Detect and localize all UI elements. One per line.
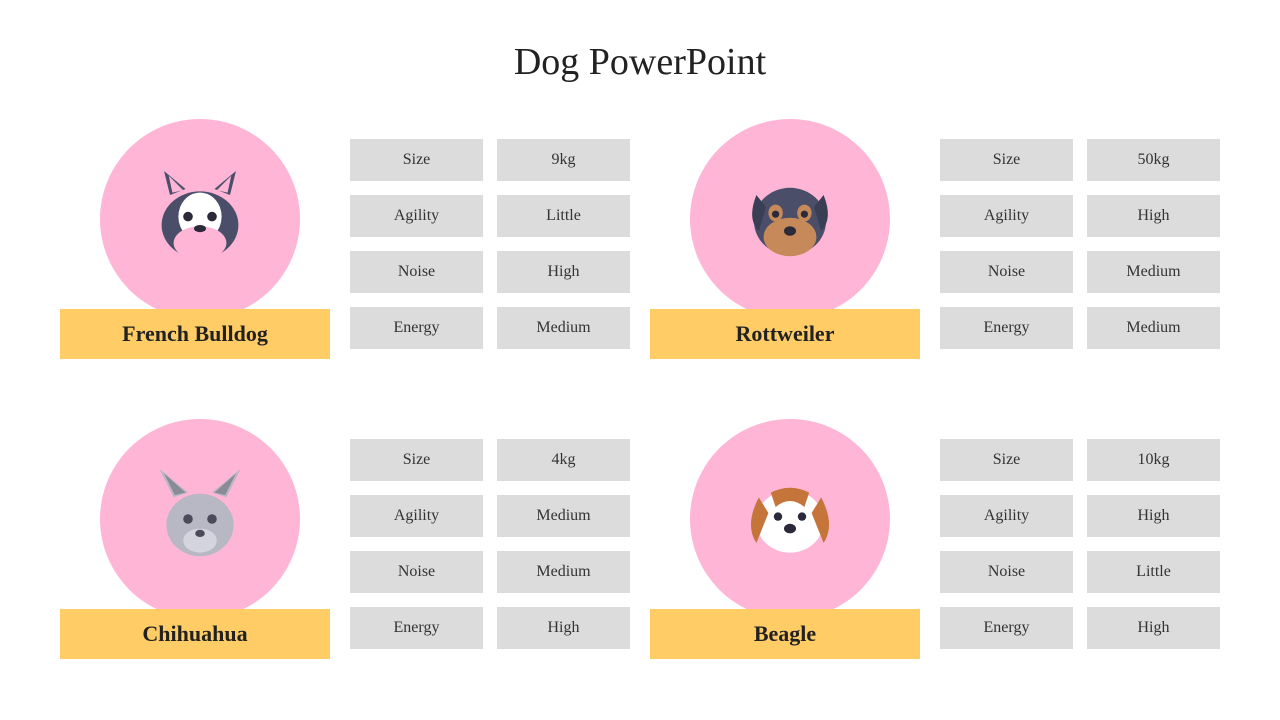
stat-row-agility: Agility Medium: [350, 495, 630, 537]
stat-value: Little: [497, 195, 630, 237]
stat-value: High: [1087, 607, 1220, 649]
stat-row-agility: Agility Little: [350, 195, 630, 237]
beagle-icon: [730, 459, 850, 579]
stat-row-size: Size 9kg: [350, 139, 630, 181]
stat-row-noise: Noise Little: [940, 551, 1220, 593]
breed-card-french-bulldog: French Bulldog Size 9kg Agility Little N…: [60, 114, 630, 374]
stat-value: High: [1087, 495, 1220, 537]
stat-label: Size: [940, 439, 1073, 481]
stat-value: High: [497, 607, 630, 649]
stat-label: Energy: [350, 607, 483, 649]
french-bulldog-icon: [140, 159, 260, 279]
stats-column: Size 50kg Agility High Noise Medium Ener…: [940, 139, 1220, 349]
stat-value: 10kg: [1087, 439, 1220, 481]
stat-row-energy: Energy Medium: [350, 307, 630, 349]
stat-row-size: Size 50kg: [940, 139, 1220, 181]
stat-label: Size: [350, 139, 483, 181]
stat-label: Energy: [350, 307, 483, 349]
stat-row-noise: Noise Medium: [350, 551, 630, 593]
breed-name-label: Beagle: [754, 621, 816, 647]
stat-label: Noise: [940, 551, 1073, 593]
breed-icon-column: French Bulldog: [60, 119, 330, 369]
breed-grid: French Bulldog Size 9kg Agility Little N…: [60, 114, 1220, 674]
stat-label: Noise: [350, 551, 483, 593]
stat-value: 50kg: [1087, 139, 1220, 181]
stat-row-noise: Noise Medium: [940, 251, 1220, 293]
breed-name-bar: Beagle: [650, 609, 920, 659]
breed-name-bar: French Bulldog: [60, 309, 330, 359]
stat-label: Noise: [940, 251, 1073, 293]
stat-row-noise: Noise High: [350, 251, 630, 293]
stat-label: Size: [940, 139, 1073, 181]
stat-label: Energy: [940, 307, 1073, 349]
stat-row-agility: Agility High: [940, 495, 1220, 537]
breed-icon-column: Chihuahua: [60, 419, 330, 669]
page-title: Dog PowerPoint: [60, 40, 1220, 84]
chihuahua-icon: [140, 459, 260, 579]
breed-circle: [690, 119, 890, 319]
breed-circle: [100, 119, 300, 319]
breed-name-label: Rottweiler: [736, 321, 835, 347]
breed-circle: [100, 419, 300, 619]
stat-value: Medium: [497, 495, 630, 537]
stat-label: Agility: [940, 195, 1073, 237]
stat-value: Medium: [1087, 251, 1220, 293]
stat-value: Medium: [497, 307, 630, 349]
stats-column: Size 4kg Agility Medium Noise Medium Ene…: [350, 439, 630, 649]
stat-value: High: [497, 251, 630, 293]
stat-label: Size: [350, 439, 483, 481]
breed-card-beagle: Beagle Size 10kg Agility High Noise Litt…: [650, 414, 1220, 674]
stat-label: Agility: [350, 495, 483, 537]
stat-row-size: Size 4kg: [350, 439, 630, 481]
breed-name-bar: Rottweiler: [650, 309, 920, 359]
stat-label: Agility: [940, 495, 1073, 537]
breed-circle: [690, 419, 890, 619]
breed-card-chihuahua: Chihuahua Size 4kg Agility Medium Noise …: [60, 414, 630, 674]
stat-label: Noise: [350, 251, 483, 293]
stat-value: Little: [1087, 551, 1220, 593]
stat-value: 9kg: [497, 139, 630, 181]
stat-row-energy: Energy Medium: [940, 307, 1220, 349]
stats-column: Size 9kg Agility Little Noise High Energ…: [350, 139, 630, 349]
stats-column: Size 10kg Agility High Noise Little Ener…: [940, 439, 1220, 649]
stat-row-agility: Agility High: [940, 195, 1220, 237]
breed-name-label: French Bulldog: [122, 321, 268, 347]
breed-card-rottweiler: Rottweiler Size 50kg Agility High Noise …: [650, 114, 1220, 374]
stat-value: High: [1087, 195, 1220, 237]
stat-value: Medium: [497, 551, 630, 593]
stat-value: Medium: [1087, 307, 1220, 349]
rottweiler-icon: [730, 159, 850, 279]
breed-name-label: Chihuahua: [142, 621, 247, 647]
stat-row-energy: Energy High: [350, 607, 630, 649]
stat-value: 4kg: [497, 439, 630, 481]
breed-icon-column: Beagle: [650, 419, 920, 669]
slide-page: Dog PowerPoint: [0, 0, 1280, 720]
stat-label: Agility: [350, 195, 483, 237]
breed-icon-column: Rottweiler: [650, 119, 920, 369]
breed-name-bar: Chihuahua: [60, 609, 330, 659]
stat-row-energy: Energy High: [940, 607, 1220, 649]
stat-label: Energy: [940, 607, 1073, 649]
stat-row-size: Size 10kg: [940, 439, 1220, 481]
